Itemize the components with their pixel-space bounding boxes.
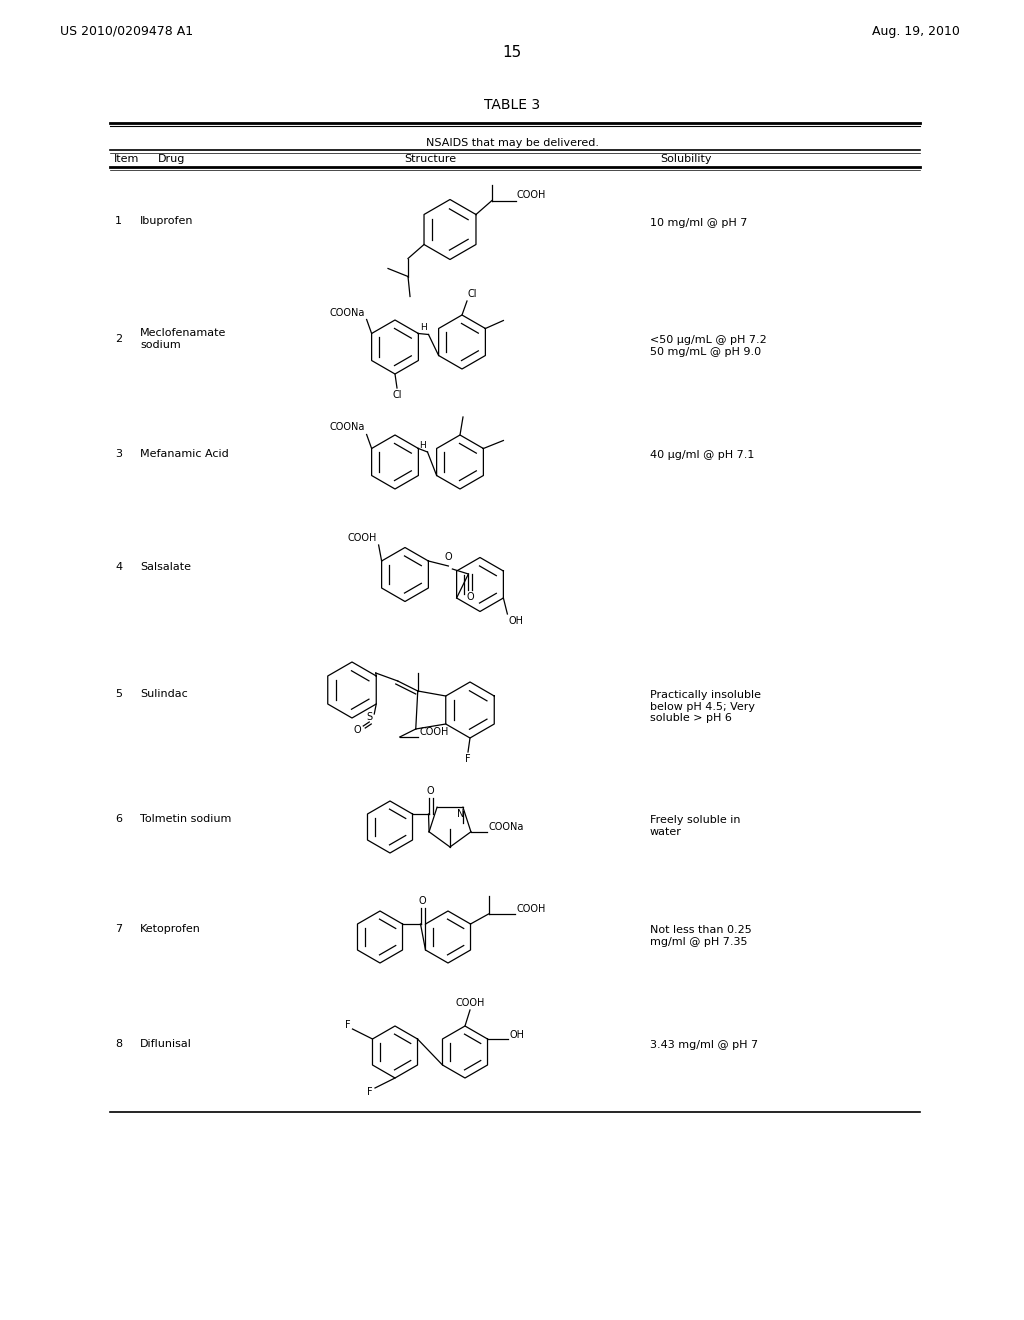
Text: COONa: COONa	[488, 822, 524, 832]
Text: O: O	[467, 591, 474, 602]
Text: F: F	[345, 1020, 350, 1030]
Text: Sulindac: Sulindac	[140, 689, 187, 700]
Text: Meclofenamate
sodium: Meclofenamate sodium	[140, 329, 226, 350]
Text: 3.43 mg/ml @ pH 7: 3.43 mg/ml @ pH 7	[650, 1040, 758, 1049]
Text: Aug. 19, 2010: Aug. 19, 2010	[872, 25, 961, 38]
Text: 5: 5	[115, 689, 122, 700]
Text: O: O	[427, 785, 434, 796]
Text: Freely soluble in
water: Freely soluble in water	[650, 814, 740, 837]
Text: Drug: Drug	[158, 154, 185, 164]
Text: O: O	[353, 725, 361, 735]
Text: Tolmetin sodium: Tolmetin sodium	[140, 814, 231, 824]
Text: Solubility: Solubility	[660, 154, 712, 164]
Text: <50 μg/mL @ pH 7.2
50 mg/mL @ pH 9.0: <50 μg/mL @ pH 7.2 50 mg/mL @ pH 9.0	[650, 335, 767, 356]
Text: Not less than 0.25
mg/ml @ pH 7.35: Not less than 0.25 mg/ml @ pH 7.35	[650, 925, 752, 946]
Text: Ibuprofen: Ibuprofen	[140, 216, 194, 227]
Text: O: O	[444, 552, 453, 562]
Text: H: H	[420, 323, 427, 333]
Text: 7: 7	[115, 924, 122, 935]
Text: Diflunisal: Diflunisal	[140, 1039, 191, 1049]
Text: Mefanamic Acid: Mefanamic Acid	[140, 449, 228, 459]
Text: COOH: COOH	[347, 533, 377, 543]
Text: 2: 2	[115, 334, 122, 345]
Text: 10 mg/ml @ pH 7: 10 mg/ml @ pH 7	[650, 218, 748, 227]
Text: 40 μg/ml @ pH 7.1: 40 μg/ml @ pH 7.1	[650, 450, 755, 459]
Text: Practically insoluble
below pH 4.5; Very
soluble > pH 6: Practically insoluble below pH 4.5; Very…	[650, 690, 761, 723]
Text: Cl: Cl	[467, 289, 476, 300]
Text: COOH: COOH	[517, 190, 547, 201]
Text: H: H	[419, 441, 426, 450]
Text: S: S	[367, 711, 373, 722]
Text: N: N	[458, 809, 465, 820]
Text: 8: 8	[115, 1039, 122, 1049]
Text: F: F	[465, 754, 471, 764]
Text: TABLE 3: TABLE 3	[484, 98, 540, 112]
Text: COOH: COOH	[516, 904, 546, 913]
Text: COOH: COOH	[420, 727, 450, 737]
Text: O: O	[419, 896, 426, 906]
Text: COONa: COONa	[330, 308, 365, 318]
Text: OH: OH	[510, 1030, 524, 1040]
Text: 1: 1	[115, 216, 122, 227]
Text: 4: 4	[115, 561, 122, 572]
Text: F: F	[368, 1086, 373, 1097]
Text: Cl: Cl	[392, 389, 401, 400]
Text: 15: 15	[503, 45, 521, 59]
Text: OH: OH	[508, 616, 523, 626]
Text: Ketoprofen: Ketoprofen	[140, 924, 201, 935]
Text: 6: 6	[115, 814, 122, 824]
Text: COONa: COONa	[330, 422, 365, 433]
Text: US 2010/0209478 A1: US 2010/0209478 A1	[60, 25, 194, 38]
Text: Salsalate: Salsalate	[140, 561, 191, 572]
Text: 3: 3	[115, 449, 122, 459]
Text: Structure: Structure	[403, 154, 456, 164]
Text: NSAIDS that may be delivered.: NSAIDS that may be delivered.	[426, 139, 598, 148]
Text: Item: Item	[114, 154, 139, 164]
Text: COOH: COOH	[456, 998, 484, 1008]
